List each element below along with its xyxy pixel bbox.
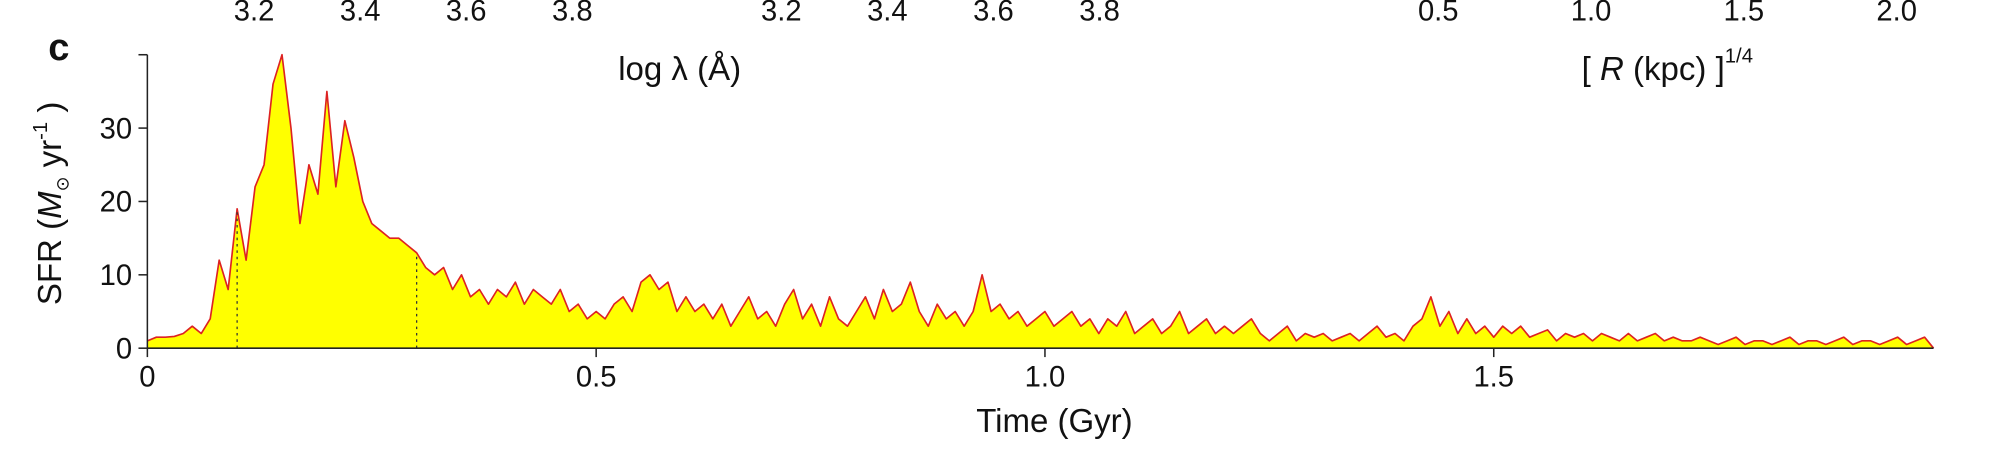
x-tick-label: 1.0 — [1025, 361, 1066, 393]
label-part: SFR ( — [31, 219, 68, 305]
label-part: (kpc) ] — [1624, 50, 1725, 87]
x-tick-label: 3.6 — [973, 0, 1014, 27]
x-tick-label: 3.6 — [446, 0, 487, 27]
x-tick-label: 3.2 — [234, 0, 275, 27]
y-tick-label: 20 — [100, 187, 132, 219]
x-axis-label: log λ (Å) — [618, 50, 741, 87]
x-tick-label: 2.0 — [1876, 0, 1917, 27]
x-tick-label: 3.2 — [761, 0, 802, 27]
label-exponent: 1/4 — [1725, 45, 1753, 67]
x-tick-label: 0 — [139, 361, 155, 393]
label-part: M — [31, 191, 68, 219]
panel-label: c — [48, 27, 69, 69]
y-tick-label: 30 — [100, 113, 132, 145]
label-part: R — [1600, 50, 1624, 87]
y-tick-label: 0 — [116, 333, 132, 365]
label-part: yr — [31, 140, 68, 177]
y-axis-label: SFR (M⊙ yr-1 ) — [30, 102, 73, 306]
x-tick-label: 3.8 — [1079, 0, 1120, 27]
sfr-area — [147, 54, 1934, 349]
x-tick-label: 3.4 — [867, 0, 908, 27]
x-tick-label: 1.5 — [1724, 0, 1765, 27]
x-tick-label: 1.0 — [1571, 0, 1612, 27]
label-part: ) — [31, 102, 68, 122]
x-tick-label: 1.5 — [1473, 361, 1514, 393]
label-subscript: ⊙ — [53, 177, 73, 192]
x-tick-label: 0.5 — [576, 361, 617, 393]
x-tick-label: 0.5 — [1418, 0, 1459, 27]
label-exponent: -1 — [30, 122, 52, 140]
x-tick-label: 3.4 — [340, 0, 381, 27]
label-part: [ — [1582, 50, 1600, 87]
sfr-line — [147, 53, 1935, 349]
x-tick-label: 3.8 — [552, 0, 593, 27]
x-axis-label: [ R (kpc) ]1/4 — [1582, 45, 1753, 87]
y-tick-label: 10 — [100, 260, 132, 292]
x-axis-label: Time (Gyr) — [976, 402, 1133, 439]
